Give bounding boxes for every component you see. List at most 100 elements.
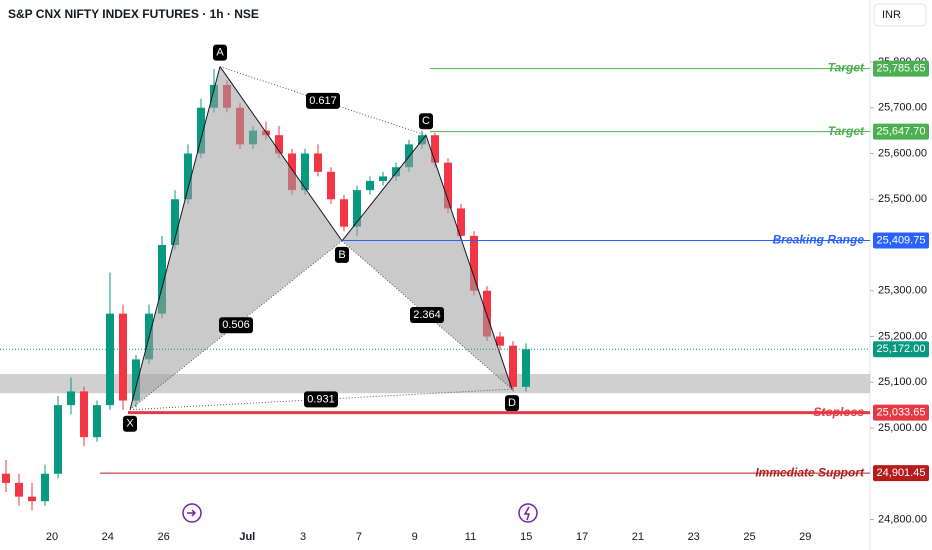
level-name: Immediate Support xyxy=(755,465,865,479)
candle-body xyxy=(366,180,374,191)
candle-body xyxy=(509,345,517,387)
ratio-line xyxy=(129,388,513,411)
candle-body xyxy=(119,313,127,401)
candle-body xyxy=(171,199,179,245)
y-tick-label: 25,600.00 xyxy=(878,147,927,159)
candle-body xyxy=(15,482,23,497)
candle-body xyxy=(132,359,140,401)
x-tick-label: 3 xyxy=(300,531,306,543)
ratio-label: 0.617 xyxy=(309,95,337,107)
candle-body xyxy=(67,391,75,406)
x-tick-label: 17 xyxy=(576,531,588,543)
candle-body xyxy=(392,167,400,177)
y-tick-label: 25,300.00 xyxy=(878,285,927,297)
x-tick-label: 9 xyxy=(412,531,418,543)
currency-button[interactable] xyxy=(873,3,927,27)
point-box xyxy=(505,395,519,412)
y-tick-label: 25,200.00 xyxy=(878,330,927,342)
x-tick-label: Jul xyxy=(239,531,255,543)
candle-body xyxy=(483,290,491,337)
point-box xyxy=(419,113,433,130)
level-name: Stoploss xyxy=(813,405,864,419)
y-tick-label: 24,800.00 xyxy=(878,513,927,525)
candle-body xyxy=(340,199,348,227)
price-tag-label: 25,785.65 xyxy=(877,62,926,74)
icon xyxy=(182,503,538,523)
pattern-leg xyxy=(341,134,427,242)
candle-body xyxy=(28,496,36,502)
ratio-label: 0.931 xyxy=(307,393,335,405)
point-label: A xyxy=(216,46,224,58)
ratio-box xyxy=(219,317,253,334)
candle-body xyxy=(522,349,530,387)
price-tag-label: 25,172.00 xyxy=(877,343,926,355)
x-tick-label: 24 xyxy=(102,531,114,543)
x-tick-label: 11 xyxy=(465,531,476,543)
price-tag xyxy=(873,123,929,140)
candle-body xyxy=(353,190,361,227)
point-label: B xyxy=(338,249,345,261)
price-tag-label: 25,647.70 xyxy=(877,126,926,138)
candle-body xyxy=(80,391,88,438)
ratio-box xyxy=(304,391,338,408)
ratio-label: 2.364 xyxy=(413,309,441,321)
pattern-fill xyxy=(342,135,512,390)
price-tag xyxy=(873,232,929,249)
candle-body xyxy=(54,405,62,474)
x-tick-label: 7 xyxy=(356,531,362,543)
price-tag xyxy=(873,465,929,482)
point-label: D xyxy=(508,397,516,409)
point-box xyxy=(213,44,227,61)
point-label: C xyxy=(422,115,430,127)
candle-body xyxy=(470,235,478,291)
candle-body xyxy=(106,313,114,406)
ratio-box xyxy=(410,306,444,323)
candle-body xyxy=(158,245,166,314)
point-box xyxy=(123,415,137,432)
candle-body xyxy=(275,135,283,154)
candle-body xyxy=(301,153,309,191)
price-tag-label: 25,409.75 xyxy=(877,234,926,246)
level-name: Target xyxy=(828,124,865,138)
x-tick-label: 26 xyxy=(157,531,169,543)
x-tick-label: 23 xyxy=(688,531,700,543)
candle-body xyxy=(327,171,335,200)
y-tick-label: 25,000.00 xyxy=(878,422,927,434)
pattern-leg xyxy=(425,135,513,390)
candle-body xyxy=(431,135,439,163)
price-tag-label: 24,901.45 xyxy=(877,467,926,479)
pattern-fill xyxy=(130,66,342,410)
support-zone xyxy=(0,374,870,394)
ratio-label: 0.506 xyxy=(222,319,250,331)
y-tick-label: 25,700.00 xyxy=(878,102,927,114)
candle-body xyxy=(197,107,205,154)
level-name: Target xyxy=(828,61,865,75)
price-tag xyxy=(873,341,929,358)
candle-body xyxy=(41,473,49,502)
point-label: X xyxy=(126,418,134,430)
candle-body xyxy=(444,162,452,209)
x-tick-label: 15 xyxy=(520,531,532,543)
pattern-leg xyxy=(129,66,221,410)
candle-body xyxy=(496,336,504,346)
chart-title: S&P CNX NIFTY INDEX FUTURES · 1h · NSE xyxy=(8,7,259,21)
candle-body xyxy=(184,153,192,200)
x-tick-label: 29 xyxy=(799,531,811,543)
x-tick-label: 20 xyxy=(46,531,58,543)
y-tick-label: 25,100.00 xyxy=(878,376,927,388)
candle-body xyxy=(93,405,101,438)
level-name: Breaking Range xyxy=(773,233,865,247)
price-tag xyxy=(873,404,929,421)
x-tick-label: 25 xyxy=(743,531,755,543)
candle-body xyxy=(457,208,465,236)
ratio-box xyxy=(306,92,340,109)
candle-body xyxy=(2,473,10,483)
point-box xyxy=(335,246,349,263)
x-tick-label: 21 xyxy=(632,531,644,543)
price-tag-label: 25,033.65 xyxy=(877,407,926,419)
candle-body xyxy=(379,176,387,181)
currency: INR xyxy=(882,9,901,21)
candle-body xyxy=(314,153,322,172)
pattern-leg xyxy=(219,66,343,242)
